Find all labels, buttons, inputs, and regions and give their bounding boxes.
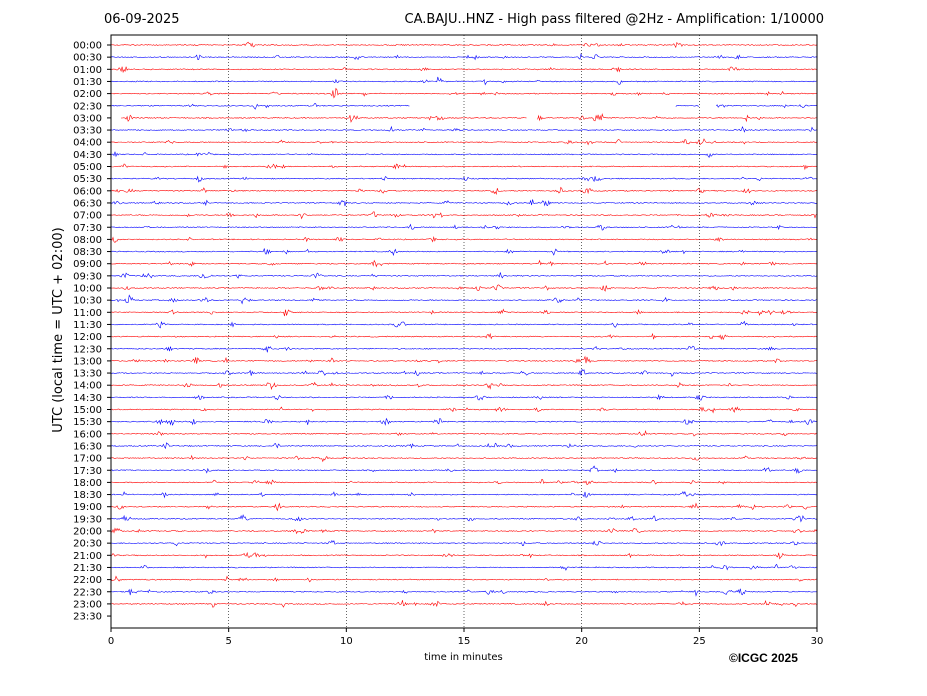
- trace-0530: [110, 175, 818, 183]
- trace-0130: [110, 76, 818, 86]
- x-tick-label: 10: [340, 636, 353, 647]
- y-tick-label: 02:00: [73, 89, 102, 100]
- y-tick-label: 17:30: [73, 466, 102, 477]
- y-tick-label: 19:30: [73, 514, 102, 525]
- y-tick-label: 01:30: [73, 77, 102, 88]
- trace-1130: [110, 320, 818, 329]
- y-tick-label: 05:30: [73, 174, 102, 185]
- x-tick-label: 30: [811, 636, 824, 647]
- x-tick-label: 5: [225, 636, 231, 647]
- y-tick-label: 16:00: [73, 429, 102, 440]
- trace-1530: [110, 417, 818, 426]
- y-tick-label: 13:00: [73, 356, 102, 367]
- y-tick-label: 18:30: [73, 490, 102, 501]
- y-tick-label: 21:00: [73, 551, 102, 562]
- y-tick-label: 15:30: [73, 417, 102, 428]
- x-tick-label: 15: [458, 636, 471, 647]
- trace-1230: [110, 345, 818, 353]
- trace-1030: [110, 294, 818, 305]
- y-tick-label: 20:00: [73, 527, 102, 538]
- y-tick-label: 09:30: [73, 271, 102, 282]
- y-axis-label: UTC (local time = UTC + 02:00): [51, 227, 66, 432]
- trace-1430: [110, 394, 818, 401]
- chart-title: CA.BAJU..HNZ - High pass filtered @2Hz -…: [404, 12, 825, 27]
- y-tick-label: 08:00: [73, 235, 102, 246]
- trace-0300: [121, 113, 818, 123]
- trace-0430: [110, 151, 818, 158]
- trace-2100: [110, 551, 818, 560]
- y-tick-label: 19:00: [73, 502, 102, 513]
- x-axis-ticks: 0 5 10 15 20 25 30: [108, 628, 824, 647]
- trace-1500: [110, 406, 818, 414]
- trace-1300: [110, 355, 818, 364]
- x-axis-label: time in minutes: [424, 652, 503, 663]
- y-tick-label: 05:00: [73, 162, 102, 173]
- y-tick-label: 23:30: [73, 612, 102, 623]
- y-tick-label: 04:00: [73, 138, 102, 149]
- trace-1400: [110, 381, 818, 391]
- y-tick-label: 16:30: [73, 441, 102, 452]
- seismic-traces: [110, 41, 818, 608]
- trace-2230: [110, 588, 818, 597]
- y-tick-label: 21:30: [73, 563, 102, 574]
- trace-2130: [110, 563, 818, 571]
- y-tick-label: 00:30: [73, 53, 102, 64]
- copyright-notice: ©ICGC 2025: [729, 651, 798, 665]
- y-tick-label: 01:00: [73, 65, 102, 76]
- y-tick-label: 11:00: [73, 308, 102, 319]
- chart-date: 06-09-2025: [104, 12, 180, 27]
- y-tick-label: 10:00: [73, 284, 102, 295]
- y-tick-label: 11:30: [73, 320, 102, 331]
- y-tick-label: 14:30: [73, 393, 102, 404]
- trace-0200: [110, 87, 818, 99]
- y-tick-label: 08:30: [73, 247, 102, 258]
- y-tick-label: 03:30: [73, 126, 102, 137]
- y-tick-label: 07:30: [73, 223, 102, 234]
- y-tick-label: 20:30: [73, 539, 102, 550]
- x-tick-label: 0: [108, 636, 114, 647]
- y-tick-label: 17:00: [73, 454, 102, 465]
- time-gridlines: [228, 35, 700, 628]
- trace-1100: [110, 308, 818, 317]
- y-tick-label: 23:00: [73, 599, 102, 610]
- trace-0330: [110, 125, 818, 133]
- trace-0600: [110, 186, 818, 196]
- y-tick-label: 03:00: [73, 113, 102, 124]
- trace-1200: [110, 332, 818, 341]
- trace-0400: [110, 138, 818, 146]
- y-tick-label: 15:00: [73, 405, 102, 416]
- y-tick-label: 09:00: [73, 259, 102, 270]
- y-tick-label: 07:00: [73, 211, 102, 222]
- y-tick-label: 18:00: [73, 478, 102, 489]
- trace-0230: [110, 103, 818, 110]
- x-tick-label: 20: [575, 636, 588, 647]
- y-tick-label: 00:00: [73, 41, 102, 52]
- trace-1330: [110, 368, 818, 377]
- trace-2300: [110, 599, 818, 608]
- trace-0500: [110, 163, 818, 171]
- trace-2200: [110, 575, 818, 583]
- y-tick-label: 04:30: [73, 150, 102, 161]
- y-tick-label: 22:00: [73, 575, 102, 586]
- y-tick-label: 10:30: [73, 296, 102, 307]
- y-tick-label: 02:30: [73, 101, 102, 112]
- y-tick-label: 14:00: [73, 381, 102, 392]
- y-tick-label: 12:00: [73, 332, 102, 343]
- y-tick-label: 13:30: [73, 369, 102, 380]
- y-tick-label: 06:00: [73, 186, 102, 197]
- trace-0100: [110, 66, 818, 74]
- y-tick-label: 12:30: [73, 344, 102, 355]
- trace-1630: [110, 442, 818, 450]
- trace-2030: [110, 540, 818, 547]
- y-tick-label: 06:30: [73, 198, 102, 209]
- y-tick-label: 22:30: [73, 587, 102, 598]
- x-tick-label: 25: [693, 636, 706, 647]
